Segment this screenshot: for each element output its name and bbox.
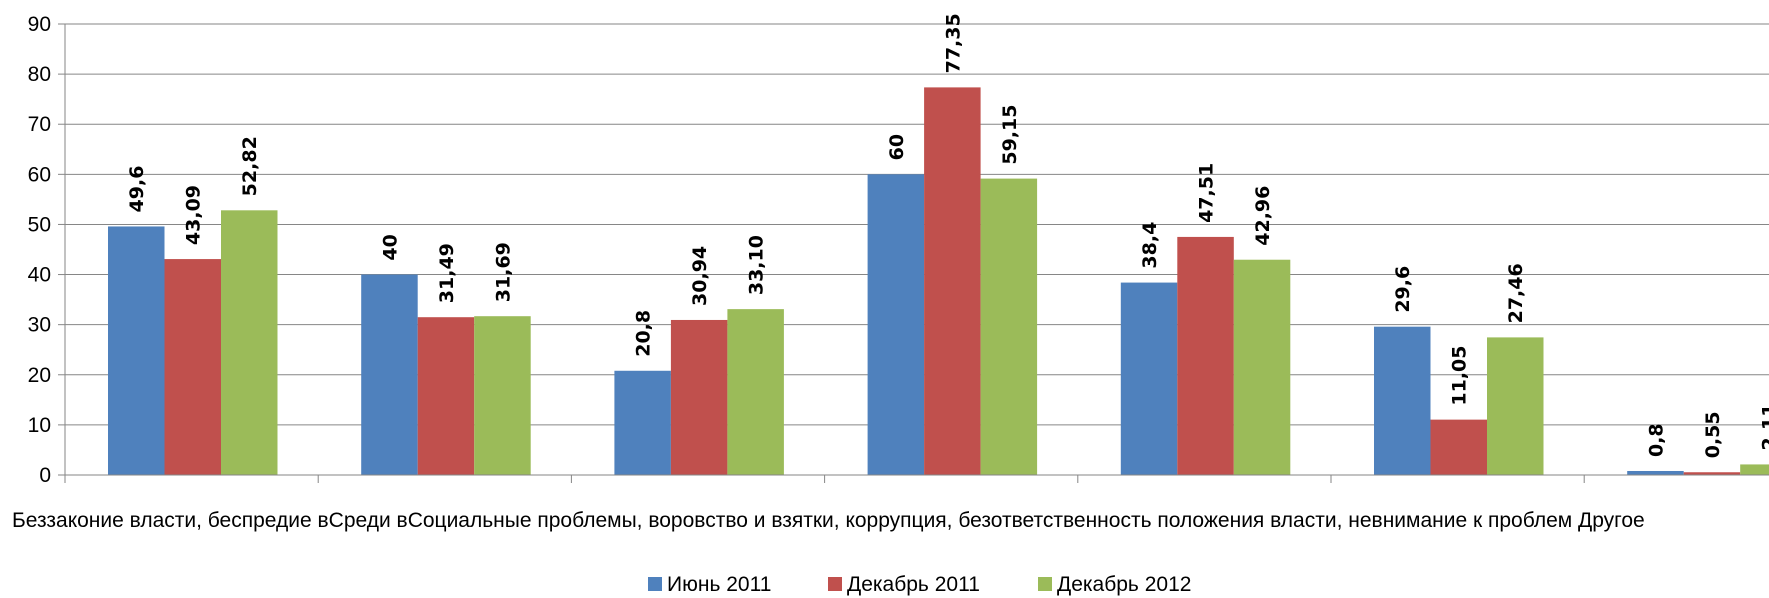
data-label: 43,09	[183, 185, 205, 245]
legend-swatch	[828, 577, 842, 591]
bar	[924, 87, 981, 475]
y-tick-label: 80	[28, 63, 51, 86]
bar	[474, 316, 531, 475]
data-label: 77,35	[942, 13, 964, 73]
bar	[727, 309, 784, 475]
data-labels: 49,6 40 20,8 60 38,4 29,6 0,8 43,09 31,49 30,94 77…	[126, 13, 1769, 458]
y-tick-label: 70	[28, 113, 51, 136]
data-label: 0,8	[1645, 423, 1667, 457]
y-tick-label: 90	[28, 13, 51, 36]
bar	[1627, 470, 1684, 475]
bar	[1233, 259, 1291, 475]
data-label: 49,6	[126, 166, 148, 213]
bar	[361, 274, 418, 475]
y-tick-label: 60	[28, 163, 51, 186]
bar	[1374, 326, 1431, 475]
data-label: 52,82	[239, 136, 261, 196]
data-label: 0,55	[1702, 411, 1724, 458]
data-label: 47,51	[1196, 163, 1218, 223]
bar	[614, 370, 671, 475]
data-label: 29,6	[1392, 266, 1414, 313]
data-label: 59,15	[999, 104, 1021, 164]
bar	[867, 174, 925, 476]
legend-label: Декабрь 2011	[847, 573, 980, 596]
y-tick-label: 50	[28, 213, 51, 236]
bars	[108, 87, 1769, 476]
bar	[980, 178, 1038, 475]
bar	[1430, 419, 1487, 475]
bar	[108, 226, 165, 475]
legend: Июнь 2011 Декабрь 2011 Декабрь 2012	[648, 573, 1191, 596]
bar	[1487, 337, 1544, 475]
bar	[1177, 236, 1234, 475]
legend-swatch	[648, 577, 662, 591]
data-label: 30,94	[689, 246, 711, 306]
data-label: 33,10	[746, 235, 768, 295]
legend-swatch	[1038, 577, 1052, 591]
data-label: 31,69	[492, 242, 514, 302]
legend-label: Декабрь 2012	[1057, 573, 1191, 596]
bar	[1740, 464, 1769, 475]
data-label: 60	[886, 134, 908, 160]
data-label: 42,96	[1252, 186, 1274, 246]
data-label: 2,11	[1758, 404, 1769, 451]
y-tick-label: 40	[28, 264, 51, 287]
bar	[417, 317, 475, 475]
bar	[670, 319, 728, 475]
y-tick-label: 30	[28, 314, 51, 337]
data-label: 31,49	[436, 243, 458, 303]
y-tick-label: 10	[28, 414, 51, 437]
x-axis: Беззаконие власти, беспредие вСреди вСоц…	[12, 474, 1769, 532]
bar	[1683, 472, 1741, 475]
data-label: 20,8	[633, 310, 655, 357]
data-label: 38,4	[1139, 222, 1161, 269]
legend-label: Июнь 2011	[667, 573, 771, 596]
bar	[164, 259, 221, 475]
data-label: 40	[379, 234, 401, 260]
y-axis: 0 10 20 30 40 50 60 70 80 90	[28, 13, 66, 487]
data-label: 11,05	[1449, 346, 1471, 406]
data-label: 27,46	[1505, 263, 1527, 323]
x-category-labels: Беззаконие власти, беспредие вСреди вСоц…	[12, 509, 1645, 532]
y-tick-label: 20	[28, 364, 51, 387]
bar	[1120, 282, 1178, 475]
y-tick-label: 0	[39, 464, 51, 487]
bar	[221, 210, 278, 475]
